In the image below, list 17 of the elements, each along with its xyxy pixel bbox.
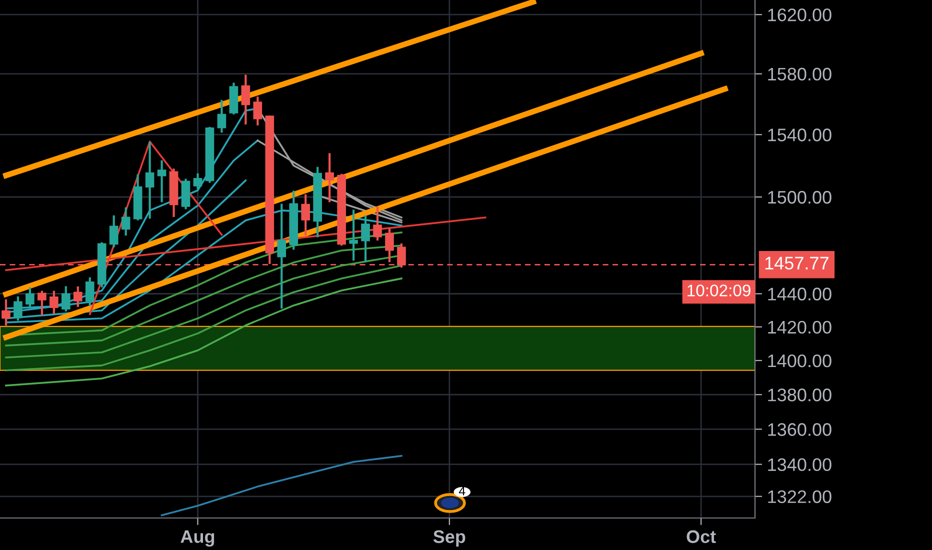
y-tick-label: 1580.00	[768, 68, 832, 81]
y-tick-label: 1540.00	[768, 128, 832, 142]
x-tick-label: Aug	[180, 530, 214, 547]
x-tick-label: Oct	[686, 530, 716, 544]
y-tick-label: 1440.00	[768, 288, 832, 300]
y-tick-label: 1620.00	[768, 8, 832, 22]
y-tick-label: 1340.00	[768, 458, 832, 472]
y-tick-label: 1360.00	[768, 423, 832, 436]
y-tick-label: 1380.00	[768, 388, 832, 402]
annotation: 10:02:09	[688, 284, 750, 296]
y-tick-label: 1420.00	[768, 320, 832, 334]
x-tick-label: Sep	[433, 530, 466, 547]
ref-line-label: 1457.77	[765, 256, 828, 270]
y-tick-label: 1500.00	[768, 190, 832, 204]
annotation: 4	[458, 486, 466, 496]
y-tick-label: 1400.00	[768, 354, 832, 368]
y-tick-label: 1322.00	[768, 490, 832, 504]
